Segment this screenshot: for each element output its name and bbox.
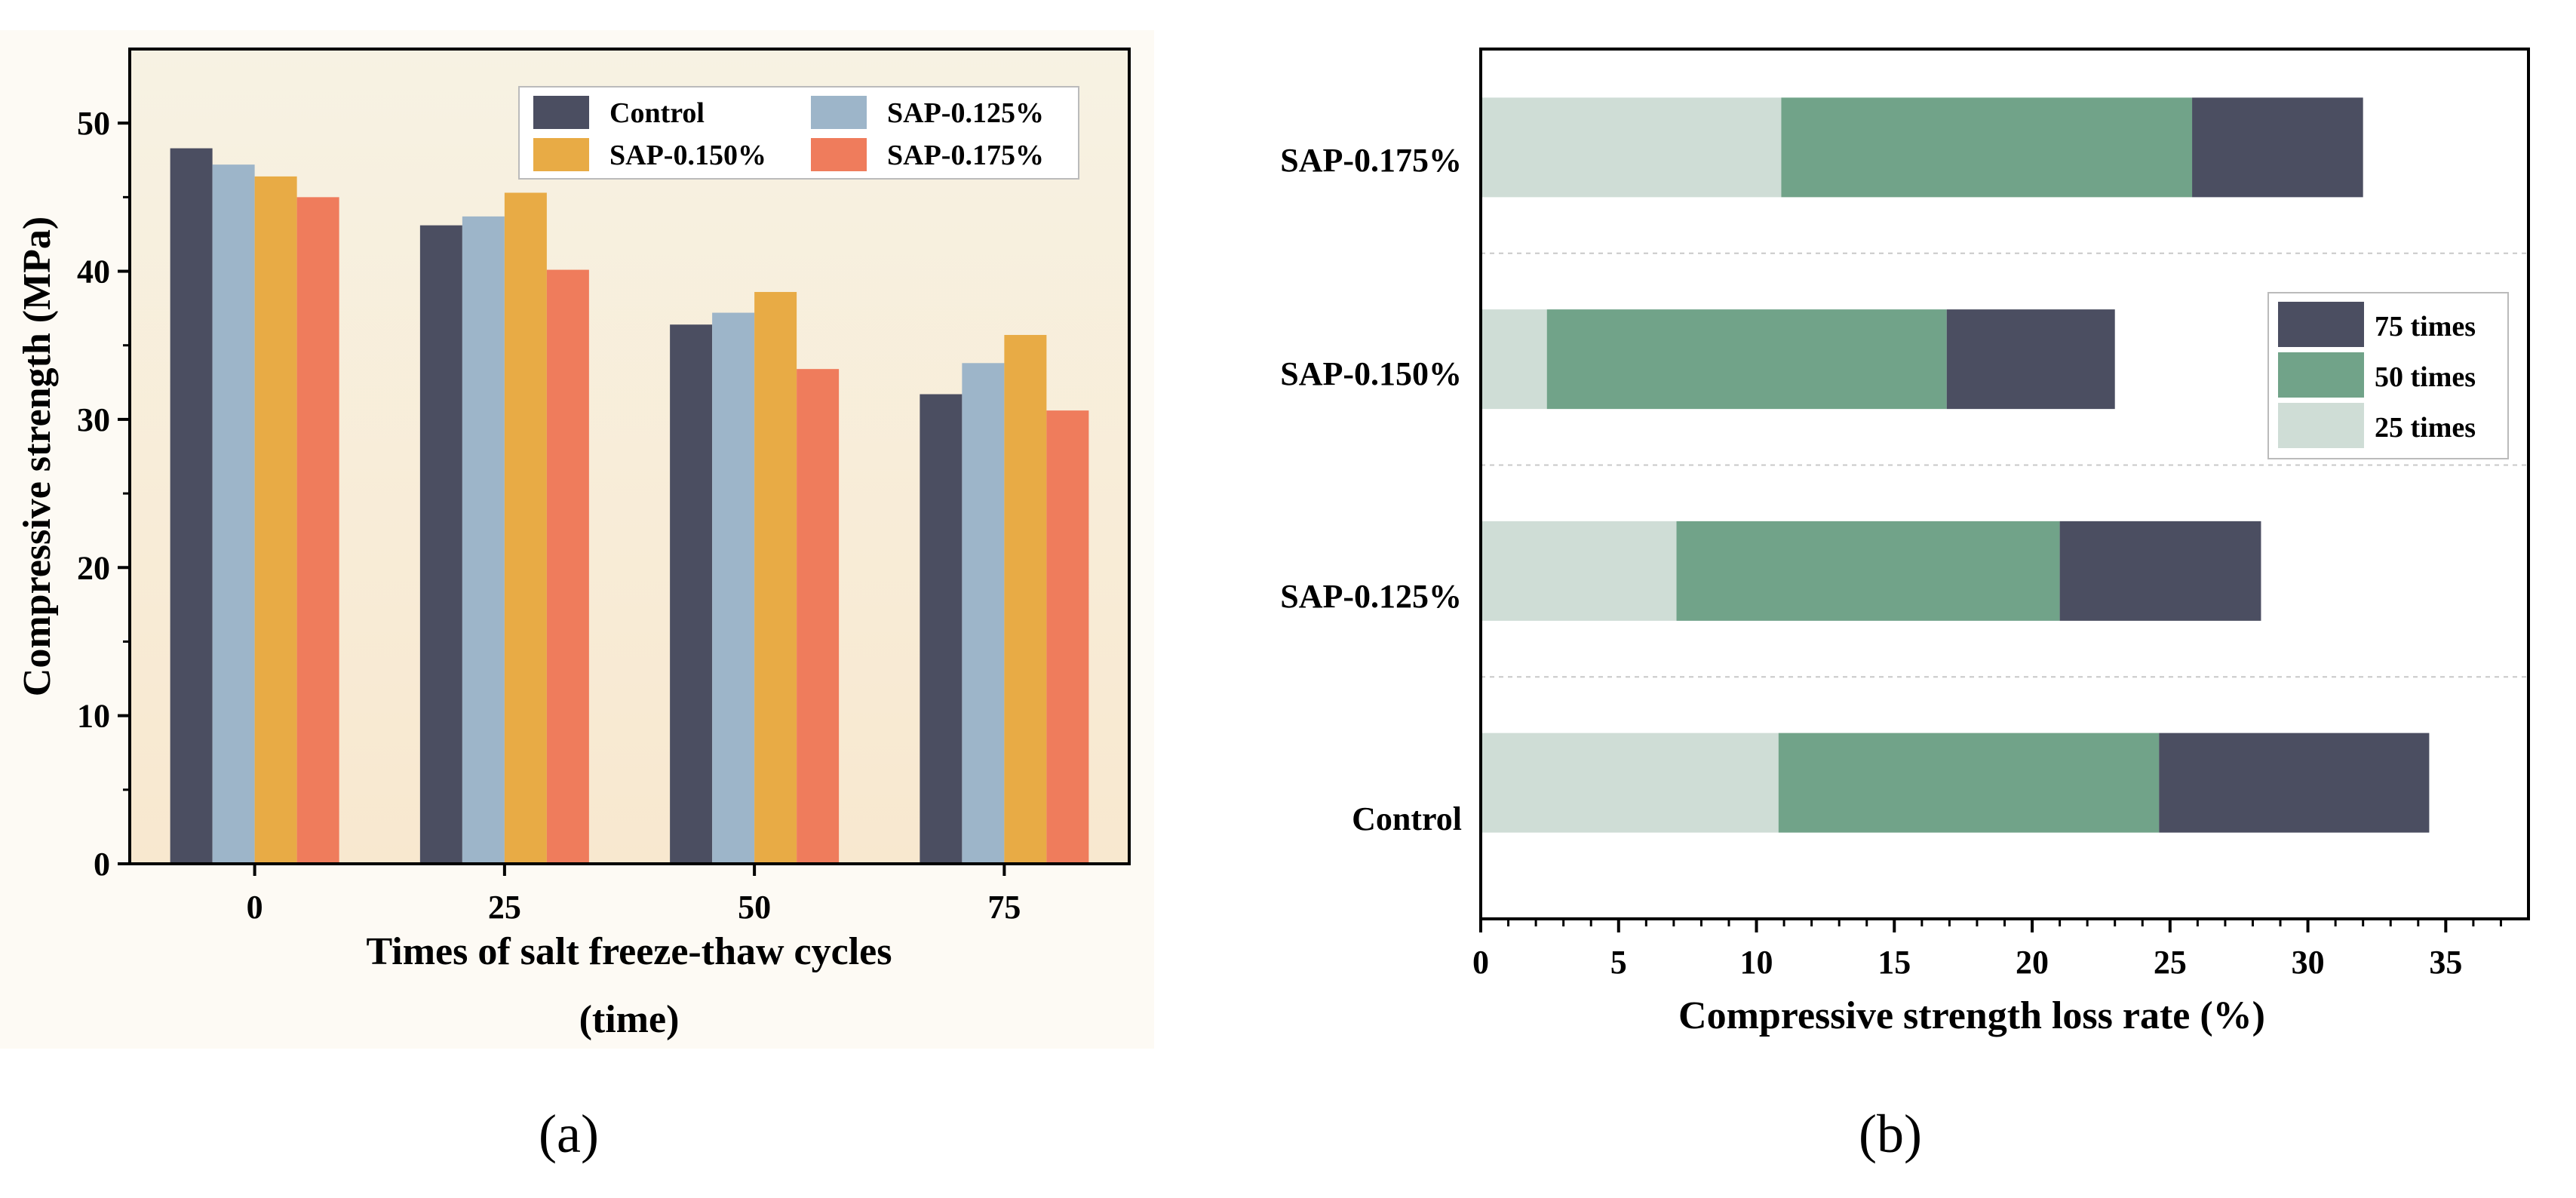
bar-sap-0-150-75-times [1946, 309, 2115, 410]
chart-a-legend: Control SAP-0.125% SAP-0.150% SAP-0.175% [518, 86, 1079, 180]
chart-a-y-axis-title: Compressive strength (MPa) [16, 217, 59, 696]
bar-sap-0-125-75 [962, 363, 1005, 865]
x-tick-label-75: 75 [987, 889, 1021, 926]
bar-sap-0-150-75 [1004, 334, 1047, 864]
bar-sap-0-175-0 [296, 197, 339, 864]
bar-sap-0-175-75 [1046, 410, 1089, 864]
y-tick-label-10: 10 [77, 698, 110, 735]
bar-sap-0-150-50-times [1546, 309, 1947, 410]
chart-a: 0 25 50 75 0 10 20 30 40 50 Control SAP-0.125% SA… [0, 30, 1154, 1049]
legend-swatch-control [533, 96, 589, 129]
bar-sap-0-150-25-times [1481, 309, 1547, 410]
chart-b-category-sap-0150: SAP-0.150% [1280, 355, 1462, 392]
bar-control-50-times [1778, 733, 2160, 833]
chart-a-bars [170, 148, 1089, 865]
x-tick-label-0: 0 [247, 889, 263, 926]
legend-swatch-50-times [2278, 352, 2364, 398]
x-tick-label-10: 10 [1740, 944, 1773, 981]
bar-sap-0-125-25 [462, 216, 505, 865]
bar-sap-0-175-75-times [2192, 97, 2363, 198]
bar-control-0 [170, 148, 213, 865]
bar-sap-0-150-50 [754, 292, 797, 864]
x-tick-label-20: 20 [2016, 944, 2049, 981]
bar-sap-0-125-50-times [1676, 521, 2060, 621]
x-tick-label-25: 25 [2154, 944, 2187, 981]
bar-control-50 [670, 324, 713, 865]
chart-b-x-axis-title: Compressive strength loss rate (%) [1678, 994, 2265, 1037]
bar-sap-0-125-0 [212, 164, 255, 864]
chart-b: 0 5 10 15 20 25 30 35 Control SAP-0.125% SAP-0.… [1280, 48, 2530, 1037]
x-tick-label-35: 35 [2429, 944, 2462, 981]
bar-sap-0-125-25-times [1481, 521, 1677, 621]
chart-b-axes: 0 5 10 15 20 25 30 35 [1472, 919, 2502, 981]
chart-b-frame [1479, 48, 2530, 920]
legend-swatch-sap-0125 [811, 96, 867, 129]
y-tick-label-0: 0 [94, 846, 110, 883]
chart-a-x-axis-title-unit: (time) [579, 998, 680, 1041]
legend-swatch-25-times [2278, 403, 2364, 448]
chart-a-frame [128, 48, 1131, 865]
x-tick-label-25: 25 [488, 889, 521, 926]
y-tick-label-40: 40 [77, 253, 110, 290]
bar-sap-0-150-0 [254, 176, 297, 864]
panel-label-b: (b) [1859, 1104, 1922, 1164]
legend-swatch-sap-0175 [811, 138, 867, 171]
y-tick-label-30: 30 [77, 401, 110, 438]
bar-sap-0-125-50 [712, 312, 755, 864]
bar-control-25-times [1481, 733, 1779, 833]
legend-label-sap-0150: SAP-0.150% [609, 140, 766, 171]
bar-sap-0-175-25-times [1481, 97, 1782, 198]
legend-label-50-times: 50 times [2375, 361, 2476, 393]
legend-label-sap-0125: SAP-0.125% [887, 97, 1044, 129]
legend-label-sap-0175: SAP-0.175% [887, 140, 1044, 171]
bar-sap-0-175-25 [546, 269, 589, 865]
panel-label-a: (a) [539, 1104, 599, 1164]
chart-a-axes: 0 25 50 75 0 10 20 30 40 50 [77, 105, 1021, 926]
chart-b-category-sap-0125: SAP-0.125% [1280, 578, 1462, 615]
bar-control-75 [920, 394, 963, 864]
legend-swatch-75-times [2278, 302, 2364, 347]
chart-b-category-control: Control [1352, 800, 1462, 837]
y-tick-label-20: 20 [77, 549, 110, 586]
bar-control-25 [419, 225, 462, 864]
bar-sap-0-150-25 [504, 192, 547, 865]
y-tick-label-50: 50 [77, 105, 110, 142]
legend-swatch-sap-0150 [533, 138, 589, 171]
x-tick-label-30: 30 [2292, 944, 2325, 981]
chart-a-x-axis-title: Times of salt freeze-thaw cycles [367, 930, 892, 973]
bar-sap-0-175-50-times [1781, 97, 2193, 198]
chart-b-bars [1481, 97, 2430, 833]
chart-b-separators [1481, 252, 2528, 678]
bar-sap-0-175-50 [797, 369, 840, 864]
legend-label-control: Control [609, 97, 705, 129]
bar-sap-0-125-75-times [2059, 521, 2261, 621]
x-tick-label-15: 15 [1878, 944, 1911, 981]
chart-b-legend: 75 times 50 times 25 times [2267, 292, 2509, 459]
x-tick-label-5: 5 [1610, 944, 1627, 981]
bar-control-75-times [2159, 733, 2430, 833]
chart-b-category-sap-0175: SAP-0.175% [1280, 142, 1462, 179]
legend-label-25-times: 25 times [2375, 412, 2476, 444]
x-tick-label-50: 50 [738, 889, 771, 926]
x-tick-label-0: 0 [1472, 944, 1489, 981]
legend-label-75-times: 75 times [2375, 311, 2476, 343]
chart-a-legend-box [518, 86, 1079, 180]
